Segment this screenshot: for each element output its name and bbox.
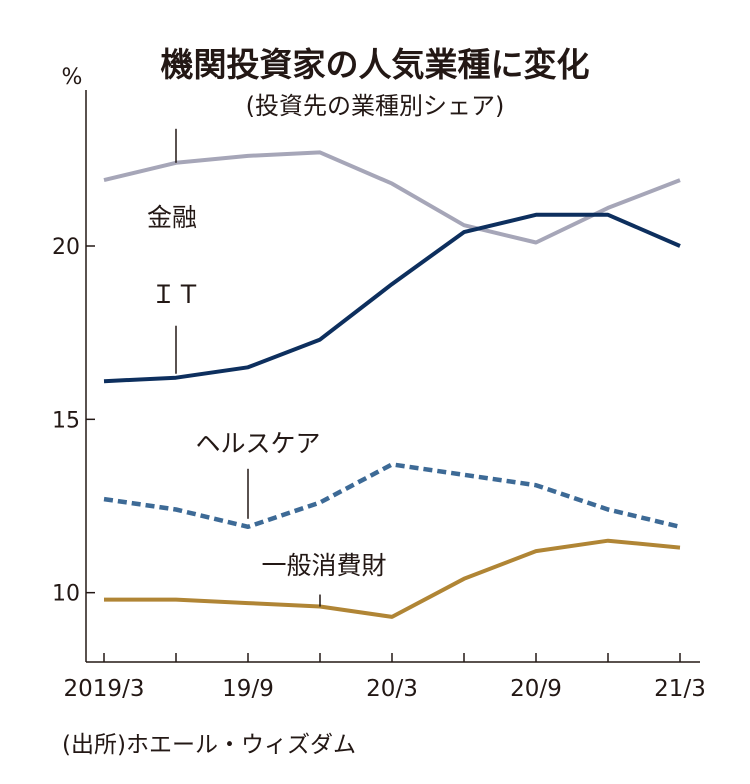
series-line-ヘルスケア xyxy=(103,462,681,530)
chart-subtitle: (投資先の業種別シェア) xyxy=(246,92,505,120)
plot-area: 10 15 20 2019/3 19/9 20/3 20/9 21/3 金融 ＩＴ ヘルスケア一般消… xyxy=(52,90,706,702)
series-label-金融: 金融 xyxy=(147,203,197,232)
y-tick-label: 20 xyxy=(52,235,80,260)
series-line-IT xyxy=(103,212,681,384)
series-label-IT: ＩＴ xyxy=(151,280,201,309)
series-line-一般消費財 xyxy=(104,538,681,619)
x-tick-label: 19/9 xyxy=(222,676,274,702)
x-tick-label: 2019/3 xyxy=(64,676,145,702)
y-axis-unit: % xyxy=(62,65,83,90)
series-label-ヘルスケア: ヘルスケア xyxy=(195,429,320,458)
y-tick-label: 15 xyxy=(52,408,80,433)
x-tick-label: 21/3 xyxy=(654,676,706,702)
y-tick-label: 10 xyxy=(52,582,80,607)
x-tick-label: 20/3 xyxy=(366,676,418,702)
source-note: (出所)ホエール・ウィズダム xyxy=(62,732,356,758)
series-line-金融 xyxy=(103,150,681,245)
series-label-一般消費財: 一般消費財 xyxy=(261,551,386,580)
chart-title: 機関投資家の人気業種に変化 xyxy=(161,45,590,84)
x-tick-label: 20/9 xyxy=(510,676,562,702)
